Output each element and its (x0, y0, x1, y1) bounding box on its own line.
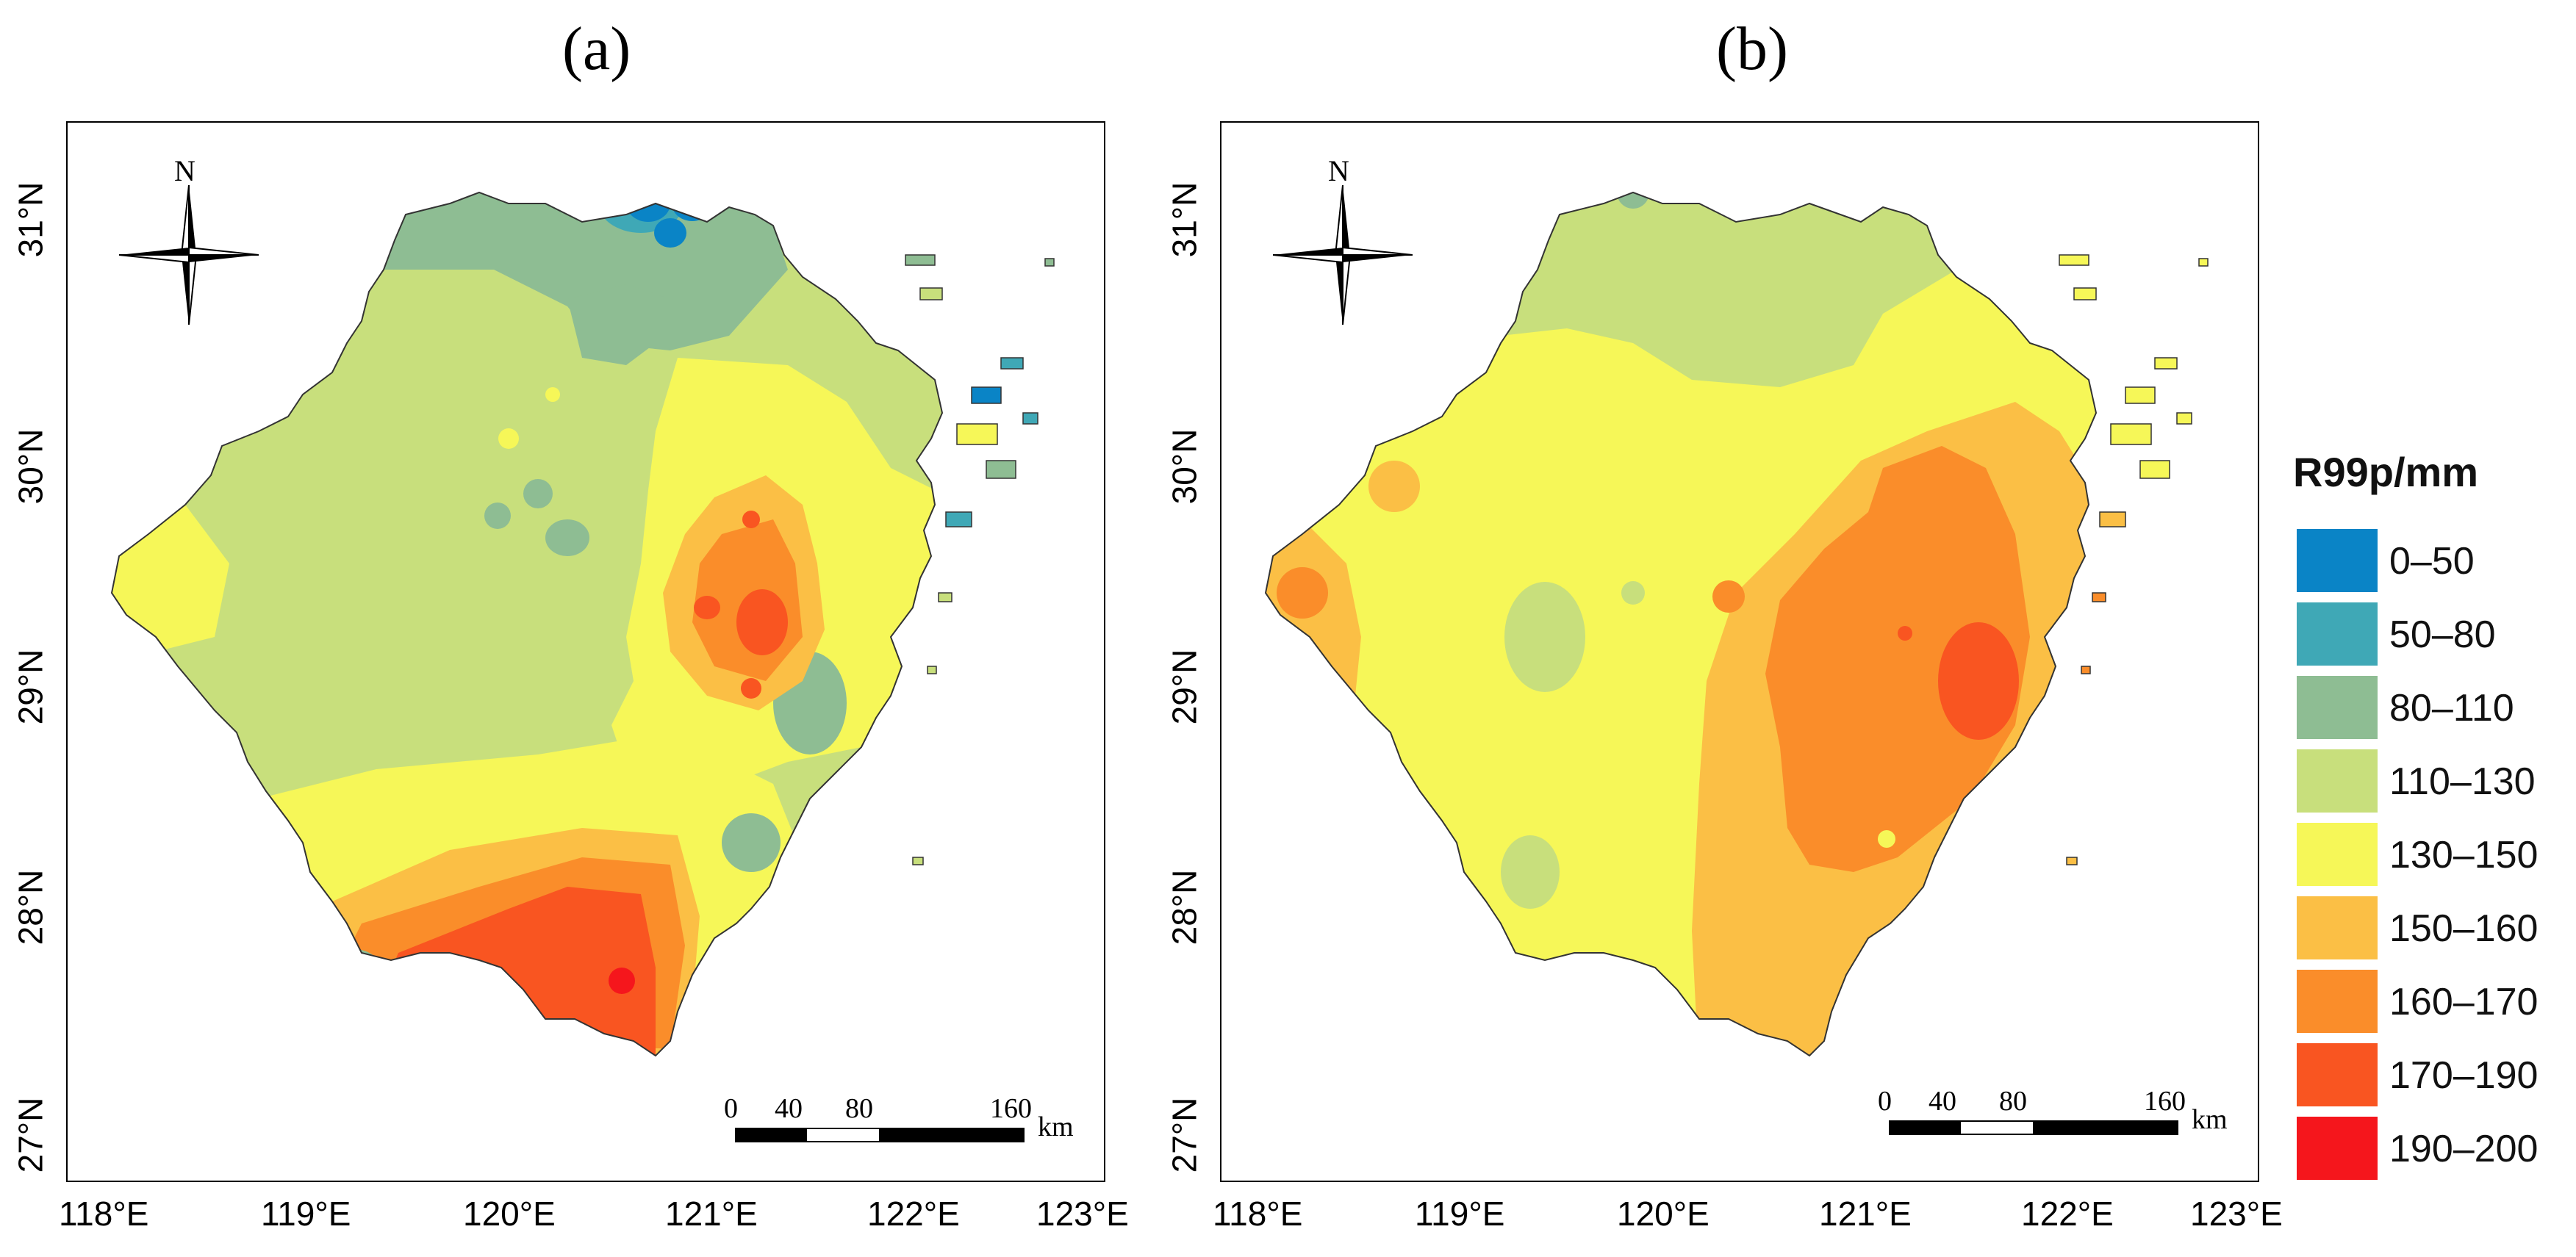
y-tick-28n: 28°N (11, 869, 50, 946)
y-tick-27n: 27°N (1165, 1097, 1204, 1173)
y-tick-31n: 31°N (11, 181, 50, 258)
x-tick-121e: 121°E (665, 1195, 758, 1233)
legend-label: 190–200 (2389, 1128, 2539, 1170)
map-b-canvas (1265, 192, 2209, 1056)
legend-label: 150–160 (2389, 907, 2539, 950)
north-arrow-icon (1273, 185, 1413, 325)
scale-unit: km (1038, 1112, 1074, 1142)
legend-swatch (2297, 1117, 2378, 1180)
panel-b-label: (b) (1716, 15, 1788, 83)
north-label-b: N (1328, 154, 1349, 187)
legend-label: 50–80 (2389, 613, 2496, 656)
y-tick-29n: 29°N (11, 649, 50, 725)
scale-label-0: 0 (1878, 1086, 1892, 1117)
map-a-canvas (111, 192, 1055, 1056)
x-tick-118e: 118°E (1213, 1195, 1303, 1233)
legend-label: 160–170 (2389, 981, 2539, 1023)
scale-label-80: 80 (1999, 1086, 2027, 1117)
islands-b (2059, 254, 2209, 865)
scale-label-0: 0 (724, 1093, 738, 1124)
legend-title: R99p/mm (2293, 449, 2479, 495)
x-tick-122e: 122°E (867, 1195, 960, 1233)
y-tick-31n: 31°N (1165, 181, 1204, 258)
scale-label-160: 160 (990, 1093, 1032, 1124)
legend-swatch (2297, 749, 2378, 813)
x-tick-119e: 119°E (1415, 1195, 1505, 1233)
y-tick-30n: 30°N (1165, 428, 1204, 505)
legend-label: 0–50 (2389, 540, 2475, 583)
scale-label-160: 160 (2144, 1086, 2186, 1117)
legend-swatch (2297, 896, 2378, 959)
legend-swatch (2297, 602, 2378, 666)
map-panel-a: N 0 40 80 160 km (66, 121, 1105, 1182)
islands-a (905, 254, 1055, 865)
y-tick-28n: 28°N (1165, 869, 1204, 946)
y-tick-29n: 29°N (1165, 649, 1204, 725)
legend-label: 110–130 (2389, 760, 2536, 803)
x-tick-123e: 123°E (1036, 1195, 1129, 1233)
y-tick-27n: 27°N (11, 1097, 50, 1173)
x-tick-120e: 120°E (1617, 1195, 1709, 1233)
legend-swatch (2297, 970, 2378, 1033)
scale-label-40: 40 (775, 1093, 803, 1124)
legend-label: 80–110 (2389, 687, 2514, 730)
x-tick-122e: 122°E (2021, 1195, 2114, 1233)
legend-label: 130–150 (2389, 834, 2539, 876)
y-tick-30n: 30°N (11, 428, 50, 505)
north-label-a: N (174, 154, 195, 187)
panel-a-label: (a) (562, 15, 631, 83)
legend-swatch (2297, 529, 2378, 592)
x-tick-120e: 120°E (463, 1195, 556, 1233)
map-panel-b: N 0 40 80 160 km (1220, 121, 2259, 1182)
scale-unit: km (2192, 1104, 2228, 1135)
x-tick-118e: 118°E (59, 1195, 149, 1233)
x-tick-119e: 119°E (261, 1195, 351, 1233)
legend-swatch (2297, 1043, 2378, 1106)
legend-swatch (2297, 823, 2378, 886)
north-arrow-icon (119, 185, 259, 325)
x-tick-123e: 123°E (2190, 1195, 2283, 1233)
scale-label-40: 40 (1929, 1086, 1956, 1117)
legend-label: 170–190 (2389, 1054, 2539, 1097)
scale-label-80: 80 (845, 1093, 873, 1124)
legend-swatch (2297, 676, 2378, 739)
x-tick-121e: 121°E (1819, 1195, 1912, 1233)
